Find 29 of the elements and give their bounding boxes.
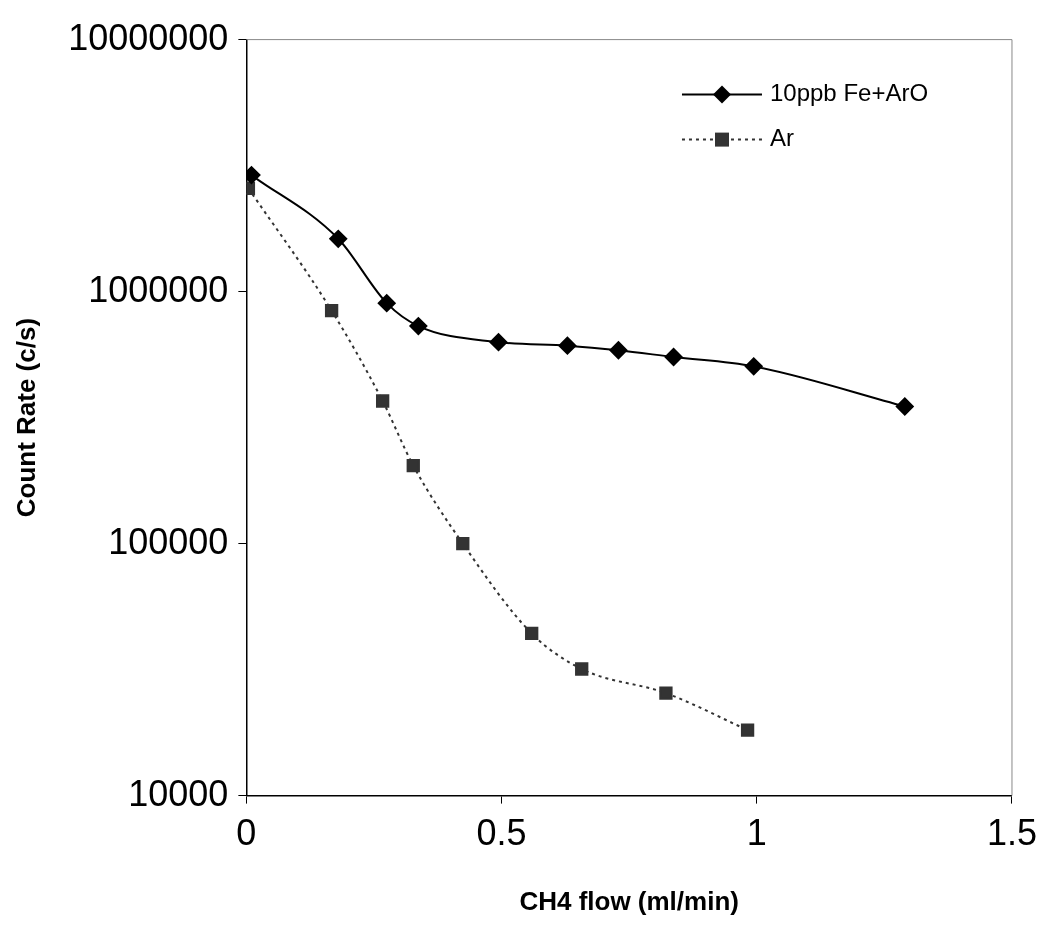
x-axis-title: CH4 flow (ml/min): [519, 885, 739, 916]
y-axis-title: Count Rate (c/s): [10, 317, 41, 518]
point: [377, 294, 396, 313]
point: [525, 626, 539, 641]
x-tick-label: 1.5: [986, 812, 1037, 854]
point: [609, 341, 628, 360]
y-tick-label: 100000: [108, 520, 229, 562]
x-tick-label: 1: [746, 812, 767, 854]
point: [575, 662, 589, 676]
y-tick-label: 1000000: [88, 268, 229, 310]
y-tick-label: 10000: [128, 772, 229, 814]
point: [558, 336, 577, 355]
point: [659, 686, 673, 700]
point: [664, 348, 683, 367]
x-tick-label: 0: [236, 812, 257, 854]
point: [406, 458, 420, 473]
point: [324, 304, 339, 318]
x-tick-label: 0.5: [476, 812, 527, 854]
point: [456, 536, 470, 551]
legend-label: Ar: [769, 124, 794, 152]
point: [375, 394, 390, 408]
point: [744, 357, 763, 376]
point: [895, 397, 914, 416]
point: [740, 723, 755, 737]
point: [489, 333, 508, 352]
point: [329, 229, 348, 248]
point: [409, 317, 428, 336]
legend-label: 10ppb Fe+ArO: [769, 79, 929, 107]
y-tick-label: 10000000: [68, 16, 229, 58]
